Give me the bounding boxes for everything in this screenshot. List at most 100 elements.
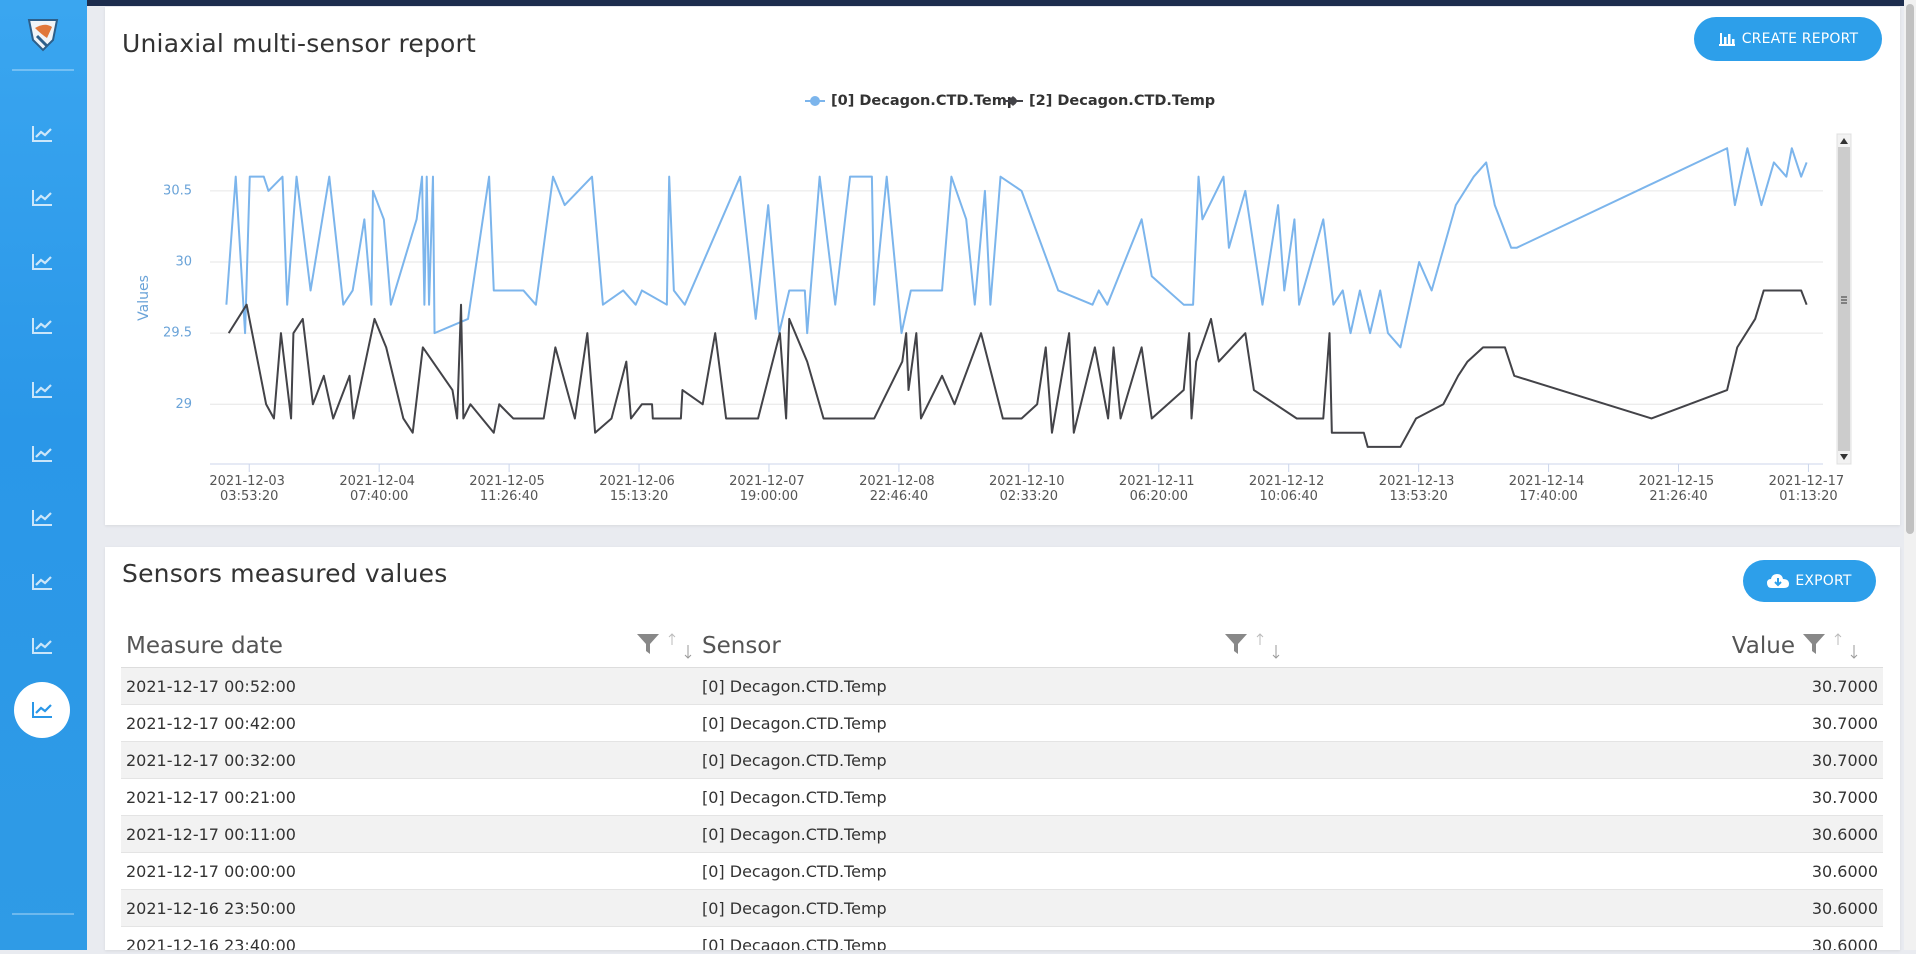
legend-label[interactable]: [0] Decagon.CTD.Temp xyxy=(831,93,1017,109)
table-cell: 2021-12-17 00:52:00 xyxy=(126,677,296,696)
icon-axis xyxy=(32,638,52,654)
table-cell: 30.7000 xyxy=(1811,677,1878,696)
page-scrollbar xyxy=(1904,0,1916,950)
table-cell: [0] Decagon.CTD.Temp xyxy=(702,714,887,733)
sort-arrows[interactable] xyxy=(1832,631,1862,661)
x-tick-label: 2021-12-08 22:46:40 xyxy=(859,474,939,504)
column-header[interactable]: Measure date xyxy=(126,633,283,659)
nav-icon[interactable] xyxy=(32,190,52,206)
filter-icon[interactable] xyxy=(636,633,660,655)
icon-axis xyxy=(32,574,52,590)
table-cell: 30.6000 xyxy=(1811,936,1878,950)
table-row: 2021-12-16 23:40:00 [0] Decagon.CTD.Temp 3… xyxy=(121,927,1883,950)
x-tick-label: 2021-12-13 13:53:20 xyxy=(1379,474,1459,504)
nav-icon[interactable] xyxy=(32,126,52,142)
y-tick-label: 30 xyxy=(175,255,192,270)
nav-icon[interactable] xyxy=(32,382,52,398)
table-row: 2021-12-17 00:32:00 [0] Decagon.CTD.Temp 3… xyxy=(121,742,1883,779)
cloud-icon xyxy=(1767,574,1790,588)
icon-line xyxy=(35,192,52,202)
sort-down xyxy=(684,645,692,659)
top-bar xyxy=(87,0,1904,6)
button-label: EXPORT xyxy=(1795,573,1852,589)
icon-axis xyxy=(32,446,52,462)
sort-arrows[interactable] xyxy=(1254,631,1284,661)
icon-line xyxy=(35,576,52,586)
icon-axis xyxy=(32,382,52,398)
icon-line xyxy=(35,704,52,714)
icon-axis xyxy=(32,510,52,526)
sidebar-icons xyxy=(12,19,74,915)
table-cell: 2021-12-17 00:11:00 xyxy=(126,825,296,844)
report-card: Uniaxial multi-sensor report CREATE REPO… xyxy=(105,7,1900,525)
x-tick-label: 2021-12-04 07:40:00 xyxy=(339,474,419,504)
filter-shape xyxy=(637,634,659,654)
export-button[interactable]: EXPORT xyxy=(1743,560,1876,602)
nav-icon[interactable] xyxy=(32,638,52,654)
table-cell: 30.6000 xyxy=(1811,862,1878,881)
table-cell: 2021-12-17 00:32:00 xyxy=(126,751,296,770)
sort-up xyxy=(1256,633,1264,645)
icon-line xyxy=(35,640,52,650)
logo xyxy=(27,19,59,52)
nav-icon[interactable] xyxy=(32,318,52,334)
filter-icon[interactable] xyxy=(1224,633,1248,655)
x-tick-label: 2021-12-17 01:13:20 xyxy=(1769,474,1849,504)
nav-icon[interactable] xyxy=(32,574,52,590)
table-cell: [0] Decagon.CTD.Temp xyxy=(702,751,887,770)
table-cell: [0] Decagon.CTD.Temp xyxy=(702,677,887,696)
icon-axis xyxy=(32,126,52,142)
table-body: 2021-12-17 00:52:00 [0] Decagon.CTD.Temp 3… xyxy=(121,668,1883,950)
x-tick-label: 2021-12-06 15:13:20 xyxy=(599,474,679,504)
nav-icon[interactable] xyxy=(32,254,52,270)
table-cell: 30.6000 xyxy=(1811,825,1878,844)
create-report-button[interactable]: CREATE REPORT xyxy=(1694,17,1882,61)
filter-icon[interactable] xyxy=(1802,633,1826,655)
table-cell: 2021-12-17 00:42:00 xyxy=(126,714,296,733)
y-tick-label: 29.5 xyxy=(163,326,192,341)
x-tick-label: 2021-12-07 19:00:00 xyxy=(729,474,809,504)
icon-axis xyxy=(32,254,52,270)
x-tick-label: 2021-12-03 03:53:20 xyxy=(209,474,289,504)
table-cell: 2021-12-17 00:21:00 xyxy=(126,788,296,807)
sort-down xyxy=(1272,645,1280,659)
y-axis-title: Values xyxy=(136,275,152,321)
table: Measure date Sensor Value 2021-12-17 00:… xyxy=(121,627,1883,950)
filter-shape xyxy=(1225,634,1247,654)
series-line xyxy=(227,289,1808,448)
table-cell: [0] Decagon.CTD.Temp xyxy=(702,862,887,881)
table-cell: [0] Decagon.CTD.Temp xyxy=(702,825,887,844)
column-header[interactable]: Sensor xyxy=(702,633,781,659)
icon-line xyxy=(35,448,52,458)
icon-line xyxy=(35,128,52,138)
icon-line xyxy=(35,512,52,522)
legend-label[interactable]: [2] Decagon.CTD.Temp xyxy=(1029,93,1215,109)
x-tick-label: 2021-12-05 11:26:40 xyxy=(469,474,549,504)
report-icon xyxy=(1718,33,1735,46)
series-line xyxy=(225,147,1808,349)
sort-down xyxy=(1850,645,1858,659)
sort-arrows[interactable] xyxy=(666,631,696,661)
legend-marker xyxy=(810,96,820,106)
x-tick-label: 2021-12-14 17:40:00 xyxy=(1509,474,1589,504)
table-row: 2021-12-16 23:50:00 [0] Decagon.CTD.Temp 3… xyxy=(121,890,1883,927)
sidebar xyxy=(0,0,87,950)
nav-icon[interactable] xyxy=(32,510,52,526)
table-cell: 2021-12-16 23:40:00 xyxy=(126,936,296,950)
table-cell: 30.7000 xyxy=(1811,788,1878,807)
table-cell: 30.7000 xyxy=(1811,751,1878,770)
nav-icon[interactable] xyxy=(32,702,52,718)
x-tick-label: 2021-12-15 21:26:40 xyxy=(1639,474,1719,504)
icon-axis xyxy=(32,318,52,334)
table-row: 2021-12-17 00:42:00 [0] Decagon.CTD.Temp 3… xyxy=(121,705,1883,742)
icon-axis xyxy=(32,190,52,206)
table-cell: 30.6000 xyxy=(1811,899,1878,918)
scroll-thumb xyxy=(1906,4,1914,534)
chart-scrollbar xyxy=(1836,133,1852,465)
column-header[interactable]: Value xyxy=(1731,633,1795,659)
nav-icon[interactable] xyxy=(32,446,52,462)
x-tick-label: 2021-12-12 10:06:40 xyxy=(1249,474,1329,504)
table-row: 2021-12-17 00:00:00 [0] Decagon.CTD.Temp 3… xyxy=(121,853,1883,890)
table-header: Measure date Sensor Value xyxy=(121,627,1883,668)
